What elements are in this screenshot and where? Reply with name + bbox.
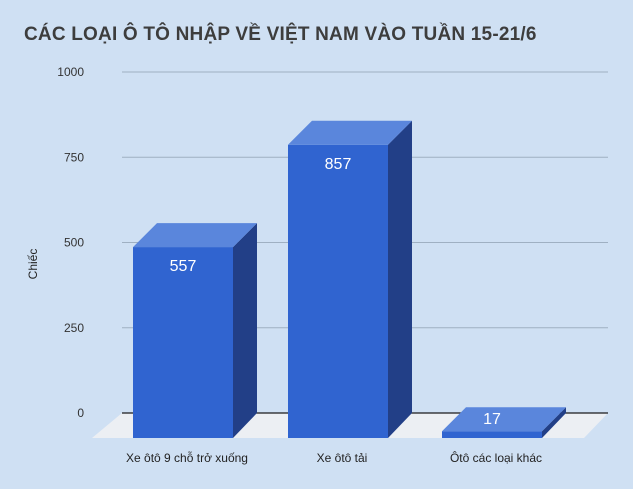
bar xyxy=(442,407,566,438)
bar-front-face xyxy=(288,144,388,438)
y-tick-label: 500 xyxy=(64,236,84,250)
y-tick-label: 750 xyxy=(64,150,84,164)
bar-top-face xyxy=(133,223,257,248)
y-tick-label: 1000 xyxy=(57,65,84,79)
bar-side-face xyxy=(388,120,412,438)
x-tick-label: Xe ôtô 9 chỗ trở xuống xyxy=(126,450,248,465)
x-tick-label: Xe ôtô tải xyxy=(317,451,368,465)
bar-side-face xyxy=(542,407,566,438)
bar xyxy=(133,223,257,438)
bar xyxy=(288,120,412,438)
y-tick-label: 250 xyxy=(64,321,84,335)
bar-top-face xyxy=(442,407,566,432)
chart-title: CÁC LOẠI Ô TÔ NHẬP VỀ VIỆT NAM VÀO TUẦN … xyxy=(24,24,537,45)
bar-front-face xyxy=(442,431,542,438)
bar-side-face xyxy=(233,223,257,438)
data-label: 857 xyxy=(325,156,352,173)
bar-front-face xyxy=(133,247,233,438)
data-label: 17 xyxy=(483,411,501,428)
data-label: 557 xyxy=(170,258,197,275)
x-tick-label: Ôtô các loại khác xyxy=(450,450,542,465)
y-tick-label: 0 xyxy=(77,406,84,420)
bar-top-face xyxy=(288,120,412,145)
